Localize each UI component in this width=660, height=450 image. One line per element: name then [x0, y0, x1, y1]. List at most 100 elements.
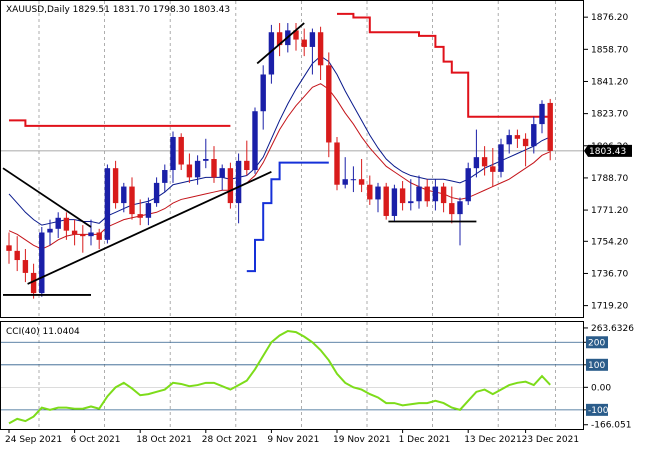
main-panel-frame — [0, 0, 584, 318]
bullish-candle — [121, 186, 127, 204]
bearish-candle — [547, 102, 553, 151]
main-panel-grid — [1, 1, 583, 317]
bullish-candle — [219, 168, 225, 178]
date-tick-label: 9 Nov 2021 — [267, 435, 319, 445]
date-axis: 24 Sep 2021 6 Oct 2021 18 Oct 2021 28 Oct 2… — [5, 429, 579, 445]
bearish-candle — [449, 203, 455, 215]
bearish-candle — [96, 232, 102, 240]
bullish-candle — [416, 186, 422, 202]
bearish-candle — [367, 184, 373, 200]
bearish-candle — [63, 217, 70, 231]
price-tick-label: 1771.20 — [591, 206, 628, 216]
lower-channel-line — [246, 161, 329, 273]
bearish-candle — [326, 65, 332, 143]
bearish-candle — [276, 32, 283, 46]
price-tick-label: 1788.70 — [591, 174, 628, 184]
bullish-candle — [170, 136, 176, 171]
date-tick-label: 23 Dec 2021 — [522, 435, 580, 445]
bullish-candle — [531, 124, 537, 147]
date-tick-label: 19 Nov 2021 — [333, 435, 391, 445]
bullish-candle — [145, 203, 152, 218]
bullish-candle — [342, 179, 348, 185]
cci-line — [8, 329, 551, 425]
bullish-candle — [498, 144, 504, 172]
bullish-candle — [309, 32, 316, 47]
current-price-box — [584, 144, 632, 157]
bullish-candle — [375, 186, 381, 200]
bullish-candle — [162, 170, 168, 183]
bearish-candle — [80, 234, 86, 237]
bullish-candle — [350, 179, 357, 181]
trendline — [27, 171, 272, 285]
bearish-candle — [112, 168, 119, 204]
current-price-marker: 1803.43 — [584, 144, 632, 157]
bearish-candle — [244, 160, 250, 171]
bullish-candle — [473, 157, 480, 169]
date-tick-label: 18 Oct 2021 — [136, 435, 192, 445]
cci-level-box — [586, 358, 608, 371]
bullish-candle — [39, 232, 45, 294]
bullish-candle — [539, 103, 545, 125]
bullish-candle — [203, 159, 209, 161]
bullish-candle — [260, 74, 266, 112]
current-price-label: 1803.43 — [589, 147, 626, 157]
bearish-candle — [129, 186, 135, 215]
slow-moving-average-line — [8, 55, 551, 226]
cci-level-box — [586, 403, 608, 416]
price-tick-label: 1754.20 — [591, 237, 628, 247]
price-tick-label: 1719.20 — [591, 302, 628, 312]
cci-tick-label: -166.051 — [591, 421, 631, 431]
candlesticks — [6, 23, 553, 299]
bearish-candle — [293, 30, 299, 40]
bullish-candle — [465, 168, 471, 202]
bearish-candle — [178, 136, 184, 165]
bearish-candle — [490, 166, 496, 172]
bullish-candle — [104, 168, 111, 240]
bearish-candle — [514, 135, 521, 139]
bearish-candle — [440, 186, 447, 204]
date-tick-label: 24 Sep 2021 — [5, 435, 62, 445]
bearish-candle — [211, 159, 217, 178]
upper-channel-line — [337, 12, 551, 118]
trendlines — [2, 22, 477, 296]
bearish-candle — [6, 245, 12, 251]
price-tick-label: 1736.70 — [591, 269, 628, 279]
price-tick-label: 1858.70 — [591, 45, 628, 55]
chart-header: XAUUSD,Daily 1829.51 1831.70 1798.30 180… — [6, 5, 230, 15]
date-tick-label: 1 Dec 2021 — [399, 435, 451, 445]
bearish-candle — [481, 157, 488, 167]
bearish-candle — [22, 260, 29, 273]
bearish-candle — [14, 250, 20, 261]
cci-tick-label: 0.00 — [591, 383, 611, 393]
cci-level-box — [586, 336, 608, 349]
bullish-candle — [408, 201, 414, 204]
bullish-candle — [268, 32, 275, 75]
bearish-candle — [522, 138, 529, 147]
bullish-candle — [252, 111, 258, 171]
cci-tick-label: 263.6326 — [591, 324, 634, 334]
bearish-candle — [71, 230, 78, 235]
bearish-candle — [30, 272, 37, 294]
bullish-candle — [432, 186, 439, 202]
cci-tick-label: 100 — [588, 361, 605, 371]
bearish-candle — [358, 179, 365, 185]
bearish-candle — [399, 188, 406, 204]
cci-panel-frame — [0, 321, 584, 430]
trendline — [2, 167, 92, 228]
bullish-candle — [194, 160, 201, 178]
cci-axis: 263.6326 200 100 0.00 -100 -166.051 — [583, 324, 634, 431]
cci-series-line — [8, 329, 551, 425]
bearish-candle — [186, 164, 193, 178]
cci-tick-label: 200 — [588, 338, 605, 348]
bearish-candle — [317, 32, 324, 66]
bullish-candle — [457, 201, 463, 215]
cci-panel-grid — [1, 322, 583, 429]
upper-channel-line — [9, 119, 231, 127]
bullish-candle — [506, 135, 512, 145]
bullish-candle — [391, 188, 398, 216]
price-tick-label: 1823.70 — [591, 110, 628, 120]
bearish-candle — [227, 168, 234, 204]
bullish-candle — [47, 228, 53, 233]
price-tick-label: 1876.20 — [591, 13, 628, 23]
